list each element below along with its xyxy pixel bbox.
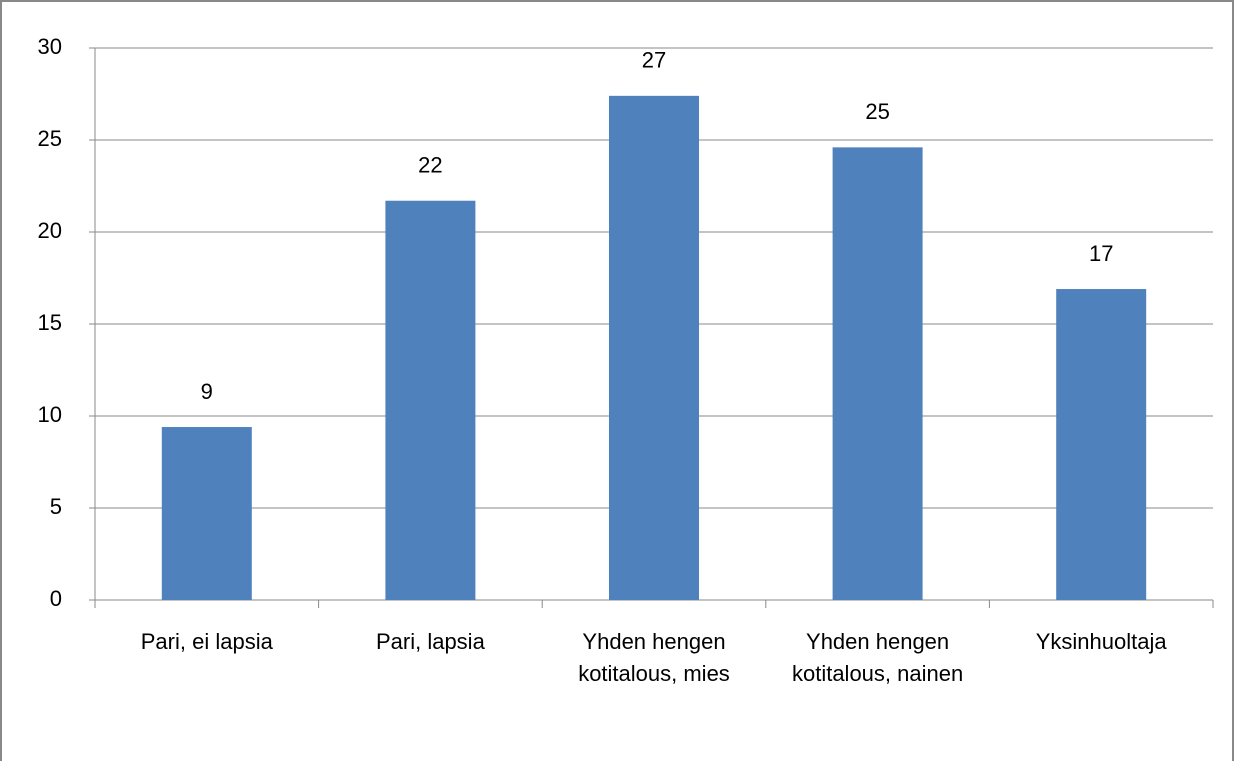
y-tick-label: 25: [38, 126, 62, 151]
y-tick-label: 30: [38, 34, 62, 59]
data-label: 22: [418, 153, 442, 178]
x-tick-label: Pari, ei lapsia: [140, 629, 273, 654]
data-label: 17: [1089, 241, 1113, 266]
bar: [385, 200, 476, 600]
y-tick-label: 15: [38, 310, 62, 335]
y-tick-label: 10: [38, 402, 62, 427]
bar: [832, 147, 923, 601]
x-tick-label: Pari, lapsia: [375, 629, 485, 654]
y-tick-label: 20: [38, 218, 62, 243]
bar: [161, 427, 252, 600]
x-tick-label: Yksinhuoltaja: [1035, 629, 1167, 654]
y-tick-label: 0: [50, 586, 62, 611]
data-label: 27: [642, 48, 666, 73]
data-label: 25: [865, 99, 889, 124]
y-tick-label: 5: [50, 494, 62, 519]
data-label: 9: [201, 379, 213, 404]
x-tick-label: Yhden hengen kotitalous, mies: [578, 629, 730, 686]
bar: [1056, 289, 1147, 600]
x-tick-label: Yhden hengen kotitalous, nainen: [791, 629, 964, 686]
bar: [609, 95, 699, 600]
